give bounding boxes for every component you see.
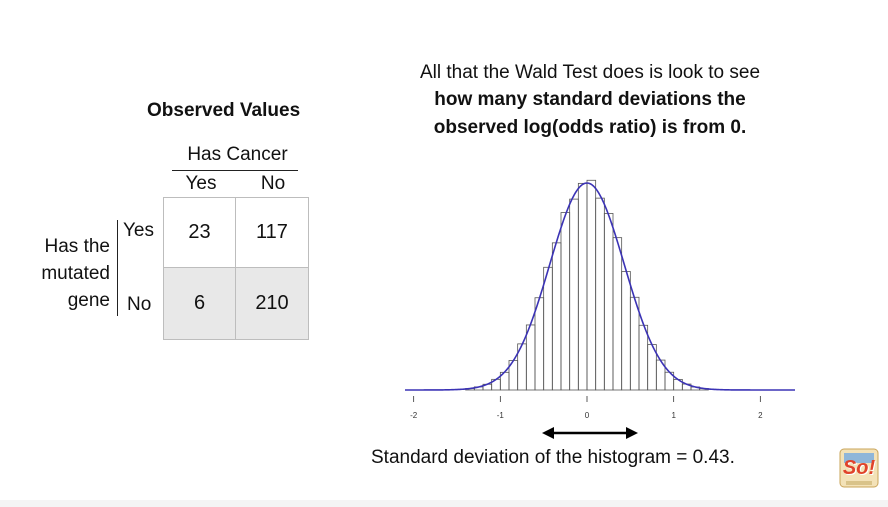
histogram-bar — [534, 297, 545, 391]
histogram-bar — [560, 212, 571, 391]
x-tick-label: 2 — [758, 411, 763, 420]
histogram-bar — [586, 179, 597, 391]
logo-text: So! — [842, 457, 876, 479]
histogram-bar — [595, 197, 605, 391]
row-group-bracket — [117, 220, 118, 316]
histogram-bar — [569, 198, 579, 391]
histogram-bar — [525, 324, 536, 391]
column-header-no: No — [260, 173, 286, 194]
heading-line-3: observed log(odds ratio) is from 0. — [433, 117, 747, 138]
contingency-table: 23 117 6 210 — [163, 197, 309, 340]
table-cell: 210 — [235, 267, 309, 340]
row-group-line-2: mutated — [41, 263, 110, 284]
row-group-line-3: gene — [67, 290, 110, 311]
column-group-underline — [172, 170, 298, 171]
histogram-bar — [612, 237, 623, 391]
logo-graphic — [839, 448, 879, 488]
sd-double-arrow — [542, 427, 638, 439]
column-header-yes: Yes — [185, 173, 217, 194]
histogram-chart: -2 -1 0 1 2 — [405, 179, 795, 420]
column-group-label: Has Cancer — [187, 144, 288, 165]
row-group-label: Has the mutated gene — [10, 233, 110, 314]
footer-band — [0, 500, 888, 507]
histogram-bar — [577, 182, 588, 391]
table-cell: 23 — [163, 197, 236, 268]
histogram-bar — [543, 266, 553, 391]
histogram-bar — [603, 213, 614, 391]
x-tick-label: 0 — [585, 411, 590, 420]
logo: So! — [838, 447, 880, 489]
row-label-yes: Yes — [123, 220, 154, 241]
row-group-line-1: Has the — [44, 236, 110, 257]
table-title: Observed Values — [147, 100, 301, 121]
x-tick-label: -2 — [410, 411, 418, 420]
x-tick-label: -1 — [497, 411, 505, 420]
heading-line-2: how many standard deviations the — [434, 89, 746, 110]
normal-curve — [405, 182, 795, 391]
histogram-bar — [629, 296, 640, 391]
table-cell: 6 — [163, 267, 236, 340]
sd-annotation: Standard deviation of the histogram = 0.… — [371, 447, 735, 468]
row-label-no: No — [127, 294, 152, 315]
table-cell: 117 — [235, 197, 309, 268]
x-tick-label: 1 — [671, 411, 676, 420]
histogram-bar — [551, 242, 562, 391]
heading-line-1: All that the Wald Test does is look to s… — [419, 62, 761, 83]
histogram-bar — [621, 271, 631, 391]
histogram-bar — [638, 324, 649, 391]
